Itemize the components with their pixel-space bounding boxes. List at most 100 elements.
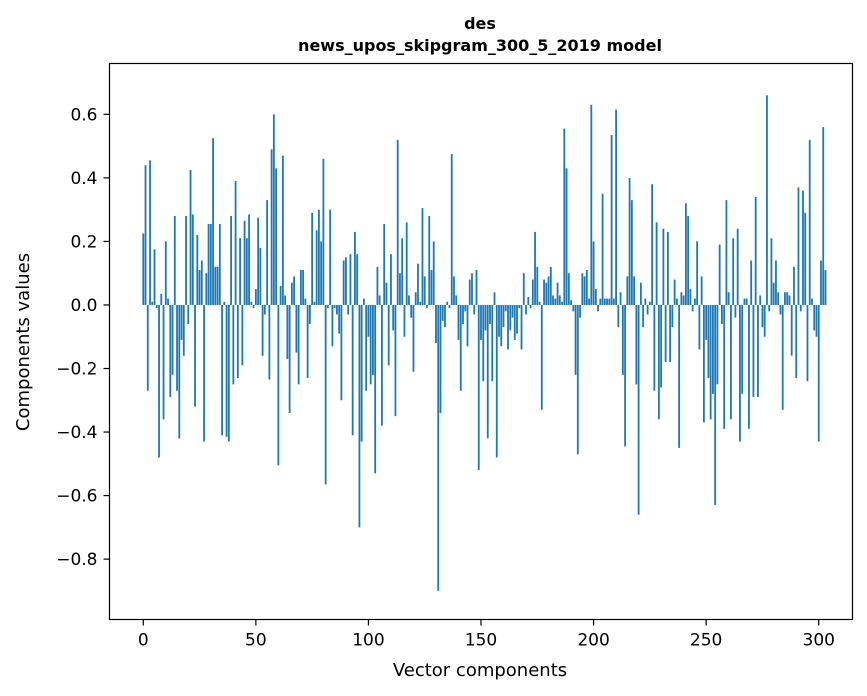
bar	[624, 304, 626, 447]
bar	[360, 304, 363, 442]
bar	[423, 276, 426, 305]
bar	[158, 304, 160, 458]
bar	[378, 295, 381, 305]
bar	[261, 304, 264, 356]
bar	[673, 279, 676, 305]
bar	[617, 304, 620, 328]
bar	[716, 304, 719, 385]
bar	[748, 304, 750, 429]
bar	[675, 298, 678, 305]
bar	[707, 304, 710, 379]
bar	[660, 304, 663, 388]
bar	[752, 304, 755, 398]
bar	[342, 260, 345, 305]
y-tick-label: 0.6	[70, 105, 97, 125]
bar	[299, 270, 302, 305]
bar	[703, 304, 705, 423]
bar	[185, 216, 187, 305]
bar	[712, 304, 714, 394]
bar	[320, 241, 323, 305]
bar	[426, 304, 428, 309]
bar	[338, 304, 341, 334]
bar	[608, 298, 611, 305]
bar	[802, 190, 804, 305]
bar	[381, 304, 383, 426]
bar	[757, 304, 759, 398]
bar	[664, 304, 667, 363]
bar	[275, 168, 278, 305]
bar	[471, 273, 473, 305]
bar	[207, 223, 210, 305]
bar	[259, 247, 262, 305]
bar	[601, 193, 604, 305]
bar	[191, 214, 194, 305]
bar	[626, 276, 629, 305]
x-tick-label: 200	[577, 631, 609, 651]
bar	[324, 304, 327, 485]
bar	[689, 289, 692, 305]
bar	[214, 266, 217, 305]
bar	[513, 304, 516, 340]
bar	[768, 304, 771, 312]
bar	[680, 292, 683, 305]
bar	[205, 273, 208, 305]
bar	[441, 304, 444, 321]
bar	[583, 276, 586, 305]
bar	[340, 304, 343, 401]
bar	[630, 200, 633, 305]
x-axis: 0 50 100 150 200 250 300	[138, 619, 835, 651]
bar	[655, 222, 658, 305]
bar	[317, 209, 320, 305]
bar	[813, 304, 816, 331]
bar	[279, 285, 282, 305]
bar	[698, 304, 701, 350]
bars-group	[142, 95, 827, 591]
bar	[518, 304, 521, 309]
bar	[164, 241, 167, 305]
bar	[734, 304, 737, 318]
bar	[412, 304, 415, 372]
bar	[281, 155, 284, 305]
bar	[730, 304, 732, 420]
x-tick-label: 50	[245, 631, 267, 651]
x-axis-label: Vector components	[393, 660, 567, 681]
bar	[592, 241, 595, 305]
bar	[594, 289, 597, 305]
bar	[227, 304, 230, 442]
bar	[369, 304, 372, 385]
bar	[428, 216, 431, 305]
bar	[462, 304, 464, 325]
bar	[304, 298, 307, 305]
bar	[263, 304, 266, 315]
bar	[288, 304, 291, 413]
bar	[718, 244, 721, 305]
bar	[599, 298, 602, 305]
bar	[160, 293, 163, 305]
bar	[590, 104, 593, 305]
bar	[811, 298, 813, 305]
bar	[572, 304, 575, 312]
bar	[419, 301, 422, 305]
bar	[144, 165, 147, 305]
bar	[772, 282, 775, 305]
bar	[480, 304, 482, 340]
bar	[302, 270, 305, 305]
bar	[671, 304, 674, 328]
bar	[363, 298, 365, 305]
bar	[315, 230, 318, 305]
bar	[331, 304, 334, 347]
y-tick-label: 0.2	[70, 232, 97, 252]
bar	[473, 304, 476, 315]
bar	[169, 304, 172, 398]
bar	[603, 298, 606, 305]
y-tick-label: −0.4	[56, 423, 97, 443]
bar	[493, 292, 496, 305]
bar	[430, 270, 433, 305]
bar	[540, 304, 543, 410]
bar	[149, 160, 151, 305]
bar	[232, 304, 235, 385]
bar	[336, 304, 338, 315]
x-tick-label: 300	[803, 631, 835, 651]
bar	[178, 304, 181, 439]
x-tick-label: 250	[690, 631, 722, 651]
